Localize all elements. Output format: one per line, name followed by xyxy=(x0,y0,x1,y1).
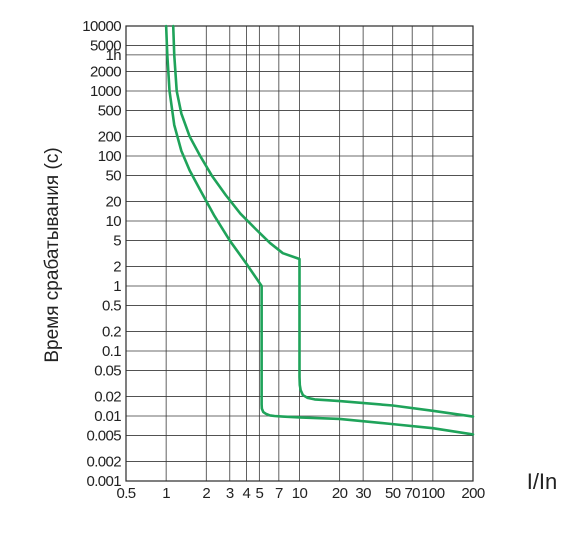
x-axis-label: I/In xyxy=(527,469,558,494)
x-tick-label: 3 xyxy=(226,485,234,502)
y-tick-label: 0.5 xyxy=(102,298,121,315)
x-tick-label: 4 xyxy=(243,485,251,502)
y-tick-label: 0.05 xyxy=(94,363,121,380)
y-tick-label: 10000 xyxy=(82,18,121,35)
y-tick-label: 0.02 xyxy=(94,388,121,405)
y-tick-label: 1h xyxy=(106,47,122,64)
x-axis-ticks: 0.5 1 2 3 4 5 7 10 20 30 50 70 100 200 xyxy=(116,485,485,502)
y-tick-label: 0.2 xyxy=(102,323,121,340)
x-tick-label: 0.5 xyxy=(116,485,135,502)
trip-curve-line-1 xyxy=(164,24,475,436)
x-tick-label: 2 xyxy=(202,485,210,502)
x-tick-label: 1 xyxy=(162,485,170,502)
y-tick-label: 2 xyxy=(113,258,121,275)
y-tick-label: 1 xyxy=(113,278,121,295)
y-tick-label: 0.001 xyxy=(86,473,121,490)
x-tick-label: 10 xyxy=(292,485,308,502)
series-lines xyxy=(164,24,475,436)
y-tick-label: 0.1 xyxy=(102,343,121,360)
plot-frame xyxy=(125,25,474,482)
x-tick-label: 70 xyxy=(404,485,420,502)
trip-curve-line-2 xyxy=(171,24,475,418)
x-tick-label: 50 xyxy=(385,485,401,502)
x-tick-label: 5 xyxy=(255,485,263,502)
y-tick-label: 500 xyxy=(98,103,121,120)
x-tick-label: 200 xyxy=(461,485,484,502)
y-tick-label: 5 xyxy=(113,233,121,250)
x-tick-label: 30 xyxy=(355,485,371,502)
x-tick-label: 100 xyxy=(421,485,444,502)
y-tick-label: 100 xyxy=(98,148,121,165)
y-tick-label: 20 xyxy=(106,193,122,210)
y-tick-label: 5000 xyxy=(90,38,121,55)
x-tick-label: 7 xyxy=(275,485,283,502)
y-tick-label: 2000 xyxy=(90,63,121,80)
x-tick-label: 20 xyxy=(332,485,348,502)
y-tick-label: 0.005 xyxy=(86,428,121,445)
y-tick-label: 0.002 xyxy=(86,453,121,470)
y-tick-label: 10 xyxy=(106,213,122,230)
y-tick-label: 200 xyxy=(98,128,121,145)
y-tick-label: 1000 xyxy=(90,83,121,100)
y-tick-label: 50 xyxy=(106,168,122,185)
y-axis-label: Время срабатывания (с) xyxy=(42,147,63,362)
y-tick-label: 0.01 xyxy=(94,408,121,425)
